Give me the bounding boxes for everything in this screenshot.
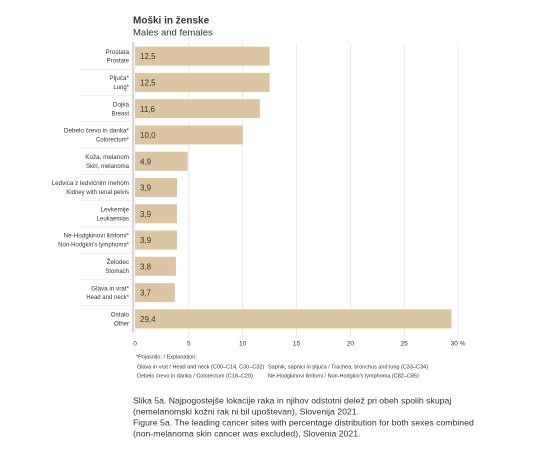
note: Debelo črevo in danka / Colorectum (C18–…: [137, 373, 253, 379]
value-label: 3,9: [140, 210, 152, 219]
category-label-en: Kidney with renal pelvis: [66, 190, 129, 196]
category-label-en: Breast: [112, 111, 130, 117]
chart-title: Moški in ženske: [133, 16, 210, 27]
note-title: *Pojasnilo: / Explanation:: [136, 354, 197, 360]
category-label: Prostata: [106, 49, 130, 56]
value-label: 4,9: [140, 157, 152, 166]
value-label: 11,6: [140, 105, 156, 114]
note: Glava in vrat / Head and neck (C00–C14, …: [137, 364, 264, 370]
bar: [135, 72, 270, 92]
note: Ne-Hodgkinovi limfomi / Non-Hodgkin's ly…: [268, 373, 419, 379]
category-label: Koža, melanom: [85, 154, 129, 161]
caption: Slika 5a. Najpogostejše lokacije raka in…: [133, 395, 451, 405]
value-label: 12,5: [140, 52, 156, 61]
x-tick-label: 5: [187, 341, 191, 348]
bar: [135, 204, 177, 224]
bar: [135, 99, 260, 119]
category-label: Ledvica z ledvičnim mehom: [52, 180, 129, 187]
category-label: Ostalo: [111, 312, 130, 319]
category-label: Levkemije: [101, 206, 130, 213]
value-label: 3,9: [140, 184, 152, 193]
bar: [135, 178, 177, 197]
chart-subtitle: Males and females: [133, 28, 213, 39]
category-label-en: Prostate: [107, 59, 130, 65]
caption-en: Figure 5a. The leading cancer sites with…: [133, 417, 474, 427]
value-label: 3,8: [140, 262, 152, 271]
category-label-en: Other: [114, 321, 129, 327]
bar: [135, 151, 188, 171]
bar: [135, 46, 270, 66]
category-label: Pljuča*: [109, 75, 129, 82]
category-label: Želodec: [107, 257, 129, 266]
bar: [135, 309, 452, 329]
category-label: Glava in vrat*: [91, 285, 129, 292]
x-tick-label: 30 %: [451, 341, 466, 348]
value-label: 12,5: [140, 79, 156, 88]
category-label-en: Stomach: [105, 269, 129, 275]
caption-en: (non-melanoma skin cancer was excluded),…: [133, 428, 360, 438]
category-label-en: Skin, melanoma: [86, 164, 130, 170]
bar: [135, 283, 175, 303]
category-label-en: Non-Hodgkin's lymphoma*: [58, 243, 130, 249]
x-tick-label: 10: [239, 341, 247, 348]
category-label: Debelo črevo in danka*: [64, 128, 130, 135]
bar: [135, 230, 177, 250]
caption: (nemelanomski kožni rak ni bil upoštevan…: [133, 406, 359, 416]
value-label: 3,7: [140, 289, 152, 298]
category-label-en: Lung*: [113, 85, 129, 91]
value-label: 3,9: [140, 236, 152, 245]
category-label: Dojka: [113, 101, 130, 108]
category-label-en: Head and neck*: [86, 295, 129, 301]
category-label: Ne-Hodgkinovi limfomi*: [64, 233, 130, 240]
category-label-en: Leukaemias: [97, 216, 129, 222]
value-label: 29,4: [140, 315, 156, 324]
value-label: 10,0: [140, 131, 156, 140]
x-tick-label: 25: [401, 341, 409, 348]
bar: [135, 256, 176, 276]
category-label-en: Colorectum*: [96, 138, 130, 144]
x-tick-label: 15: [293, 341, 301, 348]
note: Sapnik, sapnici in pljuča / Trachea, bro…: [268, 364, 428, 370]
x-tick-label: 20: [347, 341, 355, 348]
x-tick-label: 0: [133, 341, 137, 348]
bar: [135, 125, 243, 145]
